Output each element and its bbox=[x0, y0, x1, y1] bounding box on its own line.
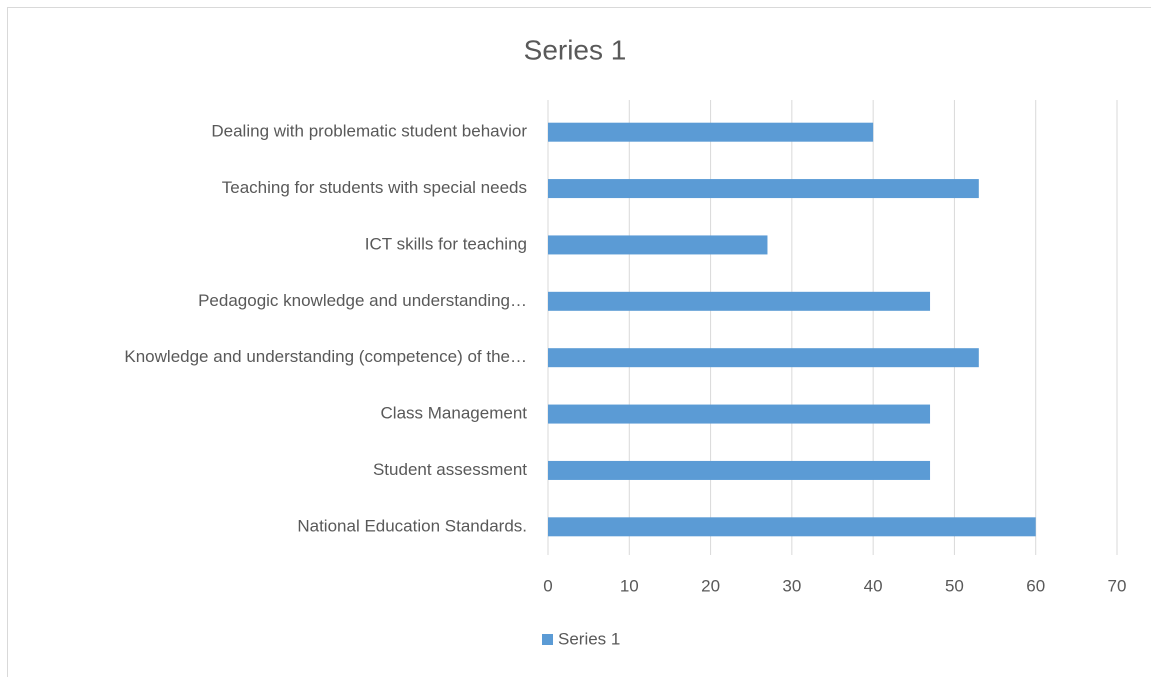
chart-title: Series 1 bbox=[524, 34, 627, 65]
x-tick-label: 60 bbox=[1026, 576, 1045, 595]
bar bbox=[548, 517, 1036, 537]
bar bbox=[548, 179, 979, 199]
y-tick-label: Class Management bbox=[381, 404, 528, 423]
y-tick-label: ICT skills for teaching bbox=[365, 234, 527, 253]
x-tick-label: 0 bbox=[543, 576, 552, 595]
bar bbox=[548, 291, 931, 311]
x-tick-label: 10 bbox=[620, 576, 639, 595]
y-tick-label: Student assessment bbox=[373, 460, 527, 479]
legend-swatch bbox=[542, 634, 553, 645]
bar bbox=[548, 235, 768, 255]
y-tick-label: National Education Standards. bbox=[297, 516, 527, 535]
x-tick-label: 50 bbox=[945, 576, 964, 595]
y-tick-label: Teaching for students with special needs bbox=[222, 178, 527, 197]
chart-border bbox=[7, 7, 1151, 677]
x-tick-label: 70 bbox=[1108, 576, 1127, 595]
x-tick-label: 20 bbox=[701, 576, 720, 595]
x-tick-label: 30 bbox=[782, 576, 801, 595]
bar bbox=[548, 348, 979, 368]
bar bbox=[548, 460, 931, 480]
bar bbox=[548, 404, 931, 424]
y-tick-label: Dealing with problematic student behavio… bbox=[211, 122, 527, 141]
y-tick-label: Knowledge and understanding (competence)… bbox=[124, 347, 527, 366]
legend-label: Series 1 bbox=[558, 629, 620, 648]
bar bbox=[548, 122, 874, 142]
x-tick-label: 40 bbox=[864, 576, 883, 595]
y-tick-label: Pedagogic knowledge and understanding… bbox=[198, 291, 527, 310]
